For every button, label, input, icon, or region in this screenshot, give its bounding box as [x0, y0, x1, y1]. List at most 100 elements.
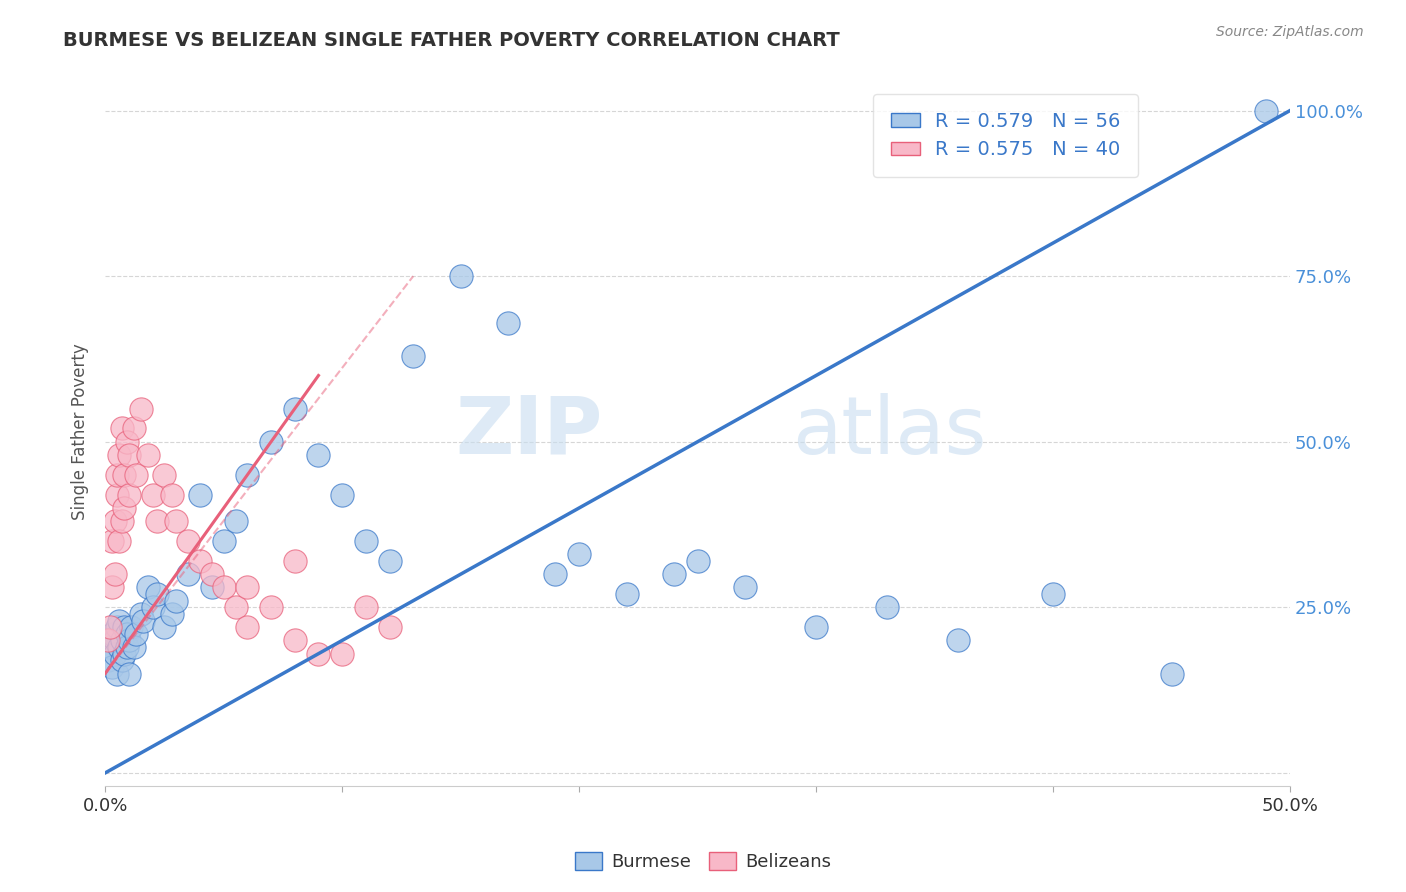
Point — [111, 653, 134, 667]
Point — [330, 647, 353, 661]
Point — [804, 620, 827, 634]
Point — [112, 500, 135, 515]
Point — [101, 581, 124, 595]
Point — [129, 401, 152, 416]
Point — [1256, 103, 1278, 118]
Point — [108, 614, 131, 628]
Y-axis label: Single Father Poverty: Single Father Poverty — [72, 343, 89, 520]
Point — [104, 567, 127, 582]
Point — [225, 514, 247, 528]
Point — [153, 467, 176, 482]
Point — [112, 620, 135, 634]
Point — [734, 581, 756, 595]
Point — [160, 488, 183, 502]
Point — [153, 620, 176, 634]
Point — [177, 534, 200, 549]
Point — [876, 600, 898, 615]
Legend: Burmese, Belizeans: Burmese, Belizeans — [568, 845, 838, 879]
Point — [236, 467, 259, 482]
Point — [236, 581, 259, 595]
Point — [108, 534, 131, 549]
Point — [108, 640, 131, 654]
Point — [105, 620, 128, 634]
Point — [616, 587, 638, 601]
Point — [142, 600, 165, 615]
Point — [165, 514, 187, 528]
Legend: R = 0.579   N = 56, R = 0.575   N = 40: R = 0.579 N = 56, R = 0.575 N = 40 — [873, 95, 1137, 177]
Point — [225, 600, 247, 615]
Point — [111, 633, 134, 648]
Point — [177, 567, 200, 582]
Point — [101, 627, 124, 641]
Point — [284, 554, 307, 568]
Point — [496, 316, 519, 330]
Point — [120, 620, 142, 634]
Point — [105, 488, 128, 502]
Point — [115, 640, 138, 654]
Point — [129, 607, 152, 621]
Point — [378, 554, 401, 568]
Point — [260, 434, 283, 449]
Point — [450, 269, 472, 284]
Point — [146, 587, 169, 601]
Point — [236, 620, 259, 634]
Point — [354, 600, 377, 615]
Point — [97, 633, 120, 648]
Point — [284, 401, 307, 416]
Point — [330, 488, 353, 502]
Point — [108, 448, 131, 462]
Point — [284, 633, 307, 648]
Point — [201, 581, 224, 595]
Point — [111, 421, 134, 435]
Point — [308, 448, 330, 462]
Point — [686, 554, 709, 568]
Point — [101, 534, 124, 549]
Point — [112, 467, 135, 482]
Point — [104, 633, 127, 648]
Point — [122, 640, 145, 654]
Point — [1160, 666, 1182, 681]
Point — [188, 554, 211, 568]
Point — [118, 666, 141, 681]
Point — [212, 581, 235, 595]
Point — [125, 627, 148, 641]
Point — [146, 514, 169, 528]
Point — [105, 467, 128, 482]
Point — [188, 488, 211, 502]
Point — [402, 349, 425, 363]
Point — [136, 581, 159, 595]
Point — [98, 620, 121, 634]
Point — [201, 567, 224, 582]
Point — [354, 534, 377, 549]
Point — [118, 448, 141, 462]
Point — [132, 614, 155, 628]
Point — [662, 567, 685, 582]
Point — [125, 467, 148, 482]
Point — [136, 448, 159, 462]
Point — [122, 421, 145, 435]
Point — [115, 434, 138, 449]
Point — [142, 488, 165, 502]
Point — [948, 633, 970, 648]
Point — [118, 633, 141, 648]
Point — [97, 653, 120, 667]
Point — [118, 488, 141, 502]
Text: Source: ZipAtlas.com: Source: ZipAtlas.com — [1216, 25, 1364, 39]
Point — [115, 627, 138, 641]
Point — [98, 640, 121, 654]
Point — [568, 547, 591, 561]
Point — [112, 647, 135, 661]
Point — [308, 647, 330, 661]
Point — [101, 660, 124, 674]
Point — [1042, 587, 1064, 601]
Point — [105, 666, 128, 681]
Point — [104, 514, 127, 528]
Point — [104, 647, 127, 661]
Point — [378, 620, 401, 634]
Point — [165, 593, 187, 607]
Text: BURMESE VS BELIZEAN SINGLE FATHER POVERTY CORRELATION CHART: BURMESE VS BELIZEAN SINGLE FATHER POVERT… — [63, 31, 839, 50]
Point — [160, 607, 183, 621]
Point — [111, 514, 134, 528]
Text: atlas: atlas — [793, 392, 987, 471]
Point — [544, 567, 567, 582]
